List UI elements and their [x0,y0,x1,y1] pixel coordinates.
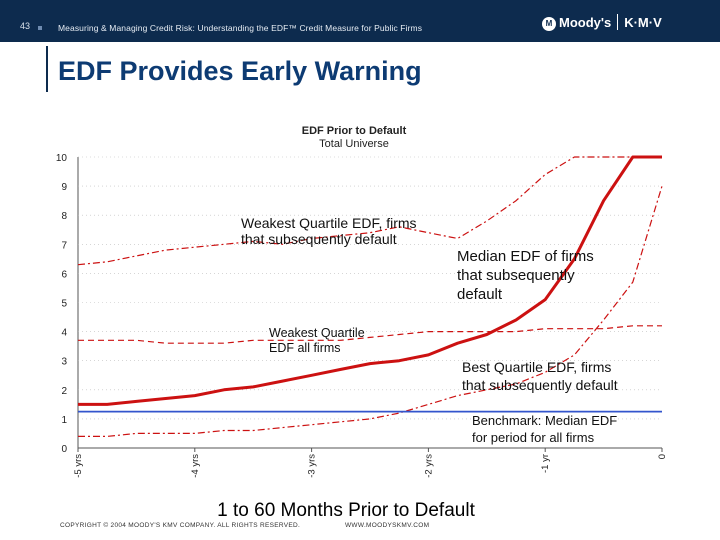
y-tick-label: 8 [61,211,67,222]
header-bullet [38,26,42,30]
annotation-label: that subsequently default [462,377,618,393]
y-tick-label: 0 [61,444,67,455]
chart-title: EDF Prior to Default [302,125,407,137]
y-tick-label: 4 [61,328,67,339]
series-best-quartile-defaulters [78,185,663,437]
heading-rule [46,46,48,92]
x-tick-label: -4 yrs [190,454,201,478]
annotation-label: Weakest Quartile [269,326,365,340]
header-title: Measuring & Managing Credit Risk: Unders… [58,23,423,33]
x-tick-label: -2 yrs [423,454,434,478]
y-tick-label: 7 [61,240,67,251]
x-tick-label: -1 yr [540,454,551,473]
logo-text: Moody's [559,15,612,30]
y-tick-label: 5 [61,299,67,310]
footer-copyright: COPYRIGHT © 2004 MOODY'S KMV COMPANY. AL… [60,522,301,529]
x-tick-label: -5 yrs [73,454,84,478]
series-weakest-quartile-all [78,325,662,344]
annotation-label: Weakest Quartile EDF, firms [241,215,417,231]
chart-subtitle: Total Universe [319,138,389,150]
y-tick-label: 6 [61,269,67,280]
annotation-label: that subsequently default [241,231,397,247]
annotation-label: Median EDF of firms [457,248,594,265]
annotation-label: that subsequently [457,267,575,284]
annotation-label: default [457,286,503,303]
logo-mark-icon: M [542,17,556,31]
header-bar: 43 Measuring & Managing Credit Risk: Und… [0,0,720,42]
y-tick-label: 10 [56,153,68,164]
y-tick-label: 1 [61,415,67,426]
series-weakest-quartile-defaulters [77,156,662,266]
logo-separator [617,14,619,30]
series-median-defaulters [78,155,662,406]
annotation-label: for period for all firms [472,430,595,445]
x-tick-label: 0 [657,454,668,459]
slide-number: 43 [20,21,31,31]
annotation-label: Benchmark: Median EDF [472,413,617,428]
company-logo: M Moody's K·M·V [542,14,662,31]
y-tick-label: 2 [61,386,67,397]
y-tick-label: 9 [61,182,67,193]
annotation-label: Best Quartile EDF, firms [462,359,611,375]
x-tick-label: -3 yrs [307,454,318,478]
logo-suffix: K·M·V [624,15,662,30]
slide-heading: EDF Provides Early Warning [58,56,422,86]
footer-website: WWW.MOODYSKMV.COM [345,522,430,529]
annotation-label: EDF all firms [269,341,341,355]
x-axis-label: 1 to 60 Months Prior to Default [217,500,475,521]
y-tick-label: 3 [61,357,67,368]
